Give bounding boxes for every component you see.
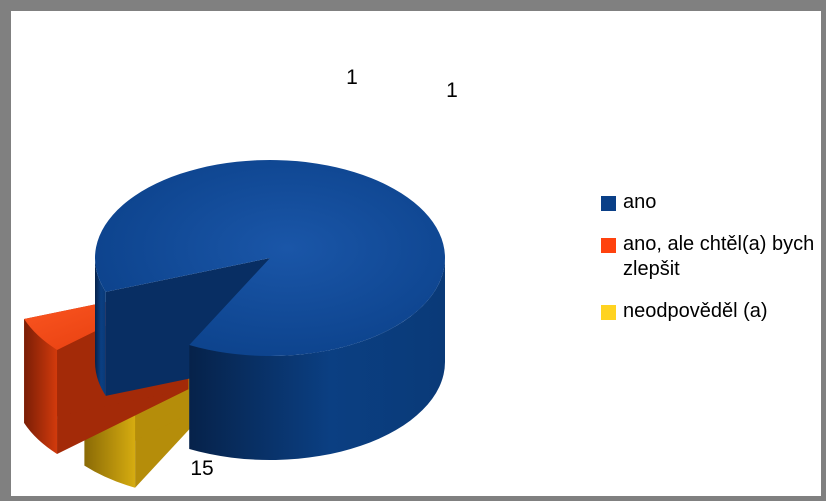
legend-item-ano: ano <box>601 190 823 215</box>
pie-slice-side <box>24 319 58 454</box>
pie-slice-0 <box>95 159 446 460</box>
legend-item-ano-ale-zlepsit: ano, ale chtěl(a) bych zlepšit <box>601 232 823 282</box>
legend-swatch <box>601 305 616 320</box>
pie-slice-top <box>95 159 446 356</box>
legend-item-neodpovedel: neodpověděl (a) <box>601 299 823 324</box>
legend-label: neodpověděl (a) <box>623 300 768 322</box>
legend-swatch <box>601 238 616 253</box>
pie-slice-side <box>189 258 445 460</box>
legend-swatch <box>601 196 616 211</box>
legend-label: ano <box>623 191 657 213</box>
pie-slice-side <box>95 258 106 396</box>
data-label-1: 1 <box>346 66 358 89</box>
data-label-2: 1 <box>446 79 458 102</box>
legend-label: ano, ale chtěl(a) bych zlepšit <box>623 233 815 280</box>
data-label-0: 15 <box>190 457 213 480</box>
legend: ano ano, ale chtěl(a) bych zlepšit neodp… <box>601 190 823 341</box>
